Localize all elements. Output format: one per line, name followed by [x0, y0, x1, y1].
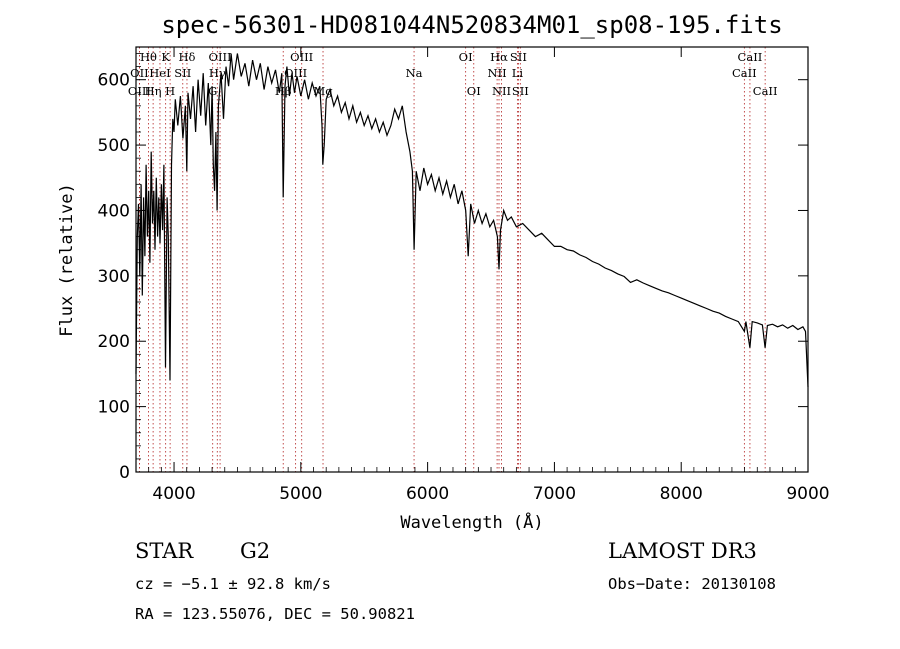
x-tick-label-5000: 5000	[279, 484, 322, 504]
line-label-8: Hδ	[178, 50, 195, 64]
line-label-20: SII	[510, 50, 527, 64]
line-label-0: Hθ	[140, 50, 157, 64]
x-tick-label-8000: 8000	[660, 484, 703, 504]
line-label-6: SII	[174, 66, 191, 80]
line-label-23: NII	[492, 84, 511, 98]
y-tick-label-500: 500	[98, 136, 130, 156]
line-label-27: CaII	[753, 84, 778, 98]
x-axis-ticks: 4000 5000 6000 7000 8000 9000	[148, 47, 830, 504]
line-label-17: OI	[459, 50, 473, 64]
spectrum-line	[135, 53, 809, 388]
line-label-7: H	[165, 84, 175, 98]
line-label-21: NII	[488, 66, 507, 80]
y-tick-label-600: 600	[98, 71, 130, 91]
line-label-12: OIII	[290, 50, 313, 64]
line-label-4: K	[161, 50, 170, 64]
line-label-25: CaII	[738, 50, 763, 64]
line-markers	[139, 47, 766, 472]
x-tick-label-4000: 4000	[152, 484, 195, 504]
line-label-1: OII	[130, 66, 149, 80]
y-tick-label-200: 200	[98, 332, 130, 352]
survey-name: LAMOST DR3	[608, 539, 757, 563]
line-label-19: Hα	[490, 50, 508, 64]
plot-frame	[135, 46, 809, 473]
x-tick-label-6000: 6000	[406, 484, 449, 504]
x-axis-label: Wavelength (Å)	[400, 511, 543, 533]
line-label-13: OIII	[284, 66, 307, 80]
line-label-24: SII	[512, 84, 529, 98]
object-subclass: G2	[240, 539, 270, 563]
y-tick-label-100: 100	[98, 398, 130, 418]
coordinates-text: RA = 123.55076, DEC = 50.90821	[135, 605, 415, 623]
line-label-22: Li	[512, 66, 524, 80]
line-label-2: OIII	[128, 84, 151, 98]
redshift-text: cz = −5.1 ± 92.8 km/s	[135, 575, 331, 593]
line-label-10: Hγ	[209, 66, 226, 80]
y-tick-label-400: 400	[98, 201, 130, 221]
line-label-16: Na	[406, 66, 423, 80]
observation-date: Obs−Date: 20130108	[608, 575, 776, 593]
line-label-14: Hβ	[275, 84, 292, 98]
line-label-18: OI	[467, 84, 481, 98]
chart-title: spec-56301-HD081044N520834M01_sp08-195.f…	[161, 11, 782, 39]
line-label-5: HeI	[149, 66, 170, 80]
x-tick-label-7000: 7000	[533, 484, 576, 504]
y-axis-label: Flux (relative)	[57, 183, 77, 337]
line-label-26: CaII	[732, 66, 757, 80]
y-tick-label-0: 0	[119, 463, 130, 483]
object-class: STAR	[135, 539, 194, 563]
line-label-9: OIII	[209, 50, 232, 64]
y-tick-label-300: 300	[98, 267, 130, 287]
y-axis-ticks: 0 100 200 300 400 500 600	[98, 53, 808, 483]
x-tick-label-9000: 9000	[786, 484, 829, 504]
line-label-3: Hη	[145, 84, 162, 98]
